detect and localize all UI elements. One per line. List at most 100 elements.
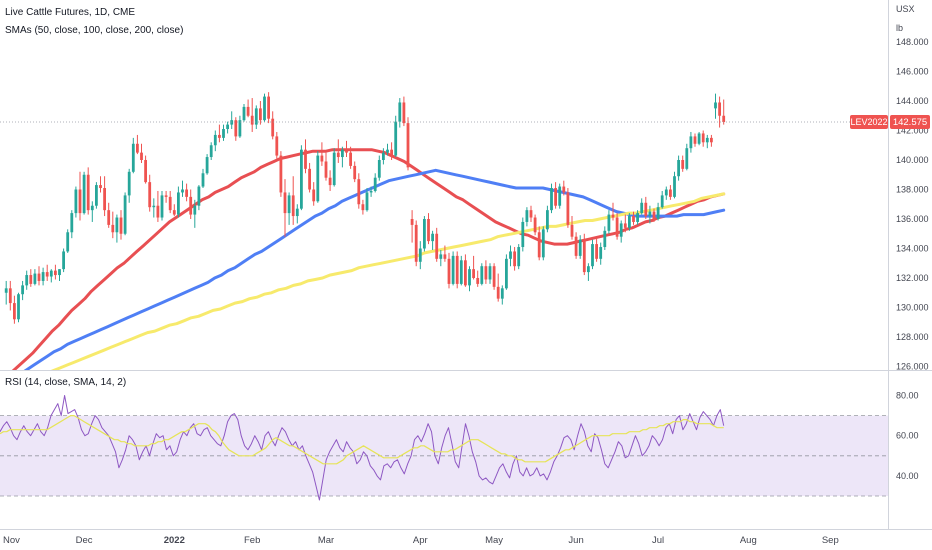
sma-50-line[interactable] [0, 148, 726, 393]
candle[interactable] [164, 190, 168, 203]
candle[interactable] [623, 214, 627, 233]
candle[interactable] [287, 192, 291, 225]
candle[interactable] [123, 192, 127, 236]
candle[interactable] [33, 269, 37, 286]
candle[interactable] [86, 167, 90, 215]
candle[interactable] [148, 174, 152, 212]
candle[interactable] [209, 142, 213, 160]
candle[interactable] [111, 211, 115, 239]
candle[interactable] [324, 152, 328, 181]
candle[interactable] [533, 214, 537, 236]
candle[interactable] [131, 137, 135, 174]
candle[interactable] [570, 216, 574, 240]
candle[interactable] [488, 263, 492, 284]
candle[interactable] [550, 183, 553, 214]
candle[interactable] [304, 139, 307, 174]
candle[interactable] [677, 155, 680, 181]
candle[interactable] [345, 140, 348, 158]
sma-legend[interactable]: SMAs (50, close, 100, close, 200, close) [5, 25, 184, 36]
candle[interactable] [103, 176, 106, 217]
rsi-line[interactable] [0, 395, 725, 501]
candle[interactable] [242, 103, 246, 122]
candle[interactable] [168, 190, 172, 214]
candle[interactable] [541, 226, 545, 261]
candle[interactable] [283, 179, 287, 237]
candle[interactable] [328, 170, 332, 191]
candle[interactable] [689, 131, 693, 153]
candle[interactable] [406, 117, 410, 171]
candle[interactable] [427, 213, 430, 245]
candle[interactable] [529, 205, 533, 222]
candle[interactable] [632, 211, 635, 225]
candle[interactable] [480, 263, 484, 286]
candle[interactable] [78, 171, 82, 221]
candle[interactable] [160, 190, 164, 221]
candle[interactable] [562, 180, 566, 196]
candle[interactable] [205, 154, 209, 175]
candle[interactable] [455, 251, 459, 289]
candle[interactable] [619, 220, 623, 243]
candle[interactable] [357, 173, 361, 209]
candle[interactable] [37, 266, 41, 286]
candle[interactable] [320, 142, 324, 166]
candle[interactable] [578, 235, 582, 259]
candle[interactable] [554, 182, 557, 209]
candle[interactable] [509, 245, 512, 267]
candle[interactable] [230, 111, 234, 130]
candle[interactable] [119, 210, 123, 240]
candle[interactable] [361, 199, 365, 215]
candle[interactable] [308, 162, 311, 193]
candle[interactable] [537, 226, 541, 261]
candle[interactable] [722, 99, 726, 125]
candle[interactable] [431, 230, 434, 250]
candle[interactable] [172, 204, 176, 217]
candle[interactable] [681, 155, 685, 172]
candle[interactable] [70, 210, 74, 239]
candle[interactable] [107, 202, 111, 228]
candle[interactable] [615, 213, 619, 240]
candle[interactable] [418, 241, 422, 270]
candle[interactable] [295, 204, 299, 224]
candle[interactable] [500, 285, 504, 305]
candle[interactable] [58, 269, 61, 281]
candle[interactable] [451, 251, 455, 286]
candle[interactable] [673, 171, 676, 199]
candle[interactable] [701, 130, 705, 147]
candle[interactable] [718, 96, 721, 128]
candle[interactable] [115, 214, 119, 243]
candle[interactable] [558, 183, 562, 209]
candle[interactable] [390, 142, 393, 160]
candle[interactable] [49, 269, 53, 283]
candle[interactable] [607, 210, 611, 234]
candle[interactable] [603, 226, 607, 250]
sma-100-line[interactable] [0, 168, 726, 396]
candle[interactable] [62, 248, 65, 273]
candle[interactable] [95, 182, 98, 209]
candle[interactable] [492, 263, 496, 290]
candle[interactable] [476, 270, 480, 287]
candle[interactable] [275, 131, 279, 159]
candle[interactable] [213, 130, 217, 152]
candle[interactable] [349, 146, 352, 169]
rsi-legend[interactable]: RSI (14, close, SMA, 14, 2) [5, 377, 127, 388]
candle[interactable] [377, 155, 381, 181]
candle[interactable] [316, 151, 320, 203]
candle[interactable] [246, 99, 250, 118]
candle[interactable] [628, 213, 631, 231]
candle[interactable] [648, 205, 652, 224]
candle[interactable] [332, 148, 336, 187]
candle[interactable] [656, 202, 660, 221]
candle[interactable] [353, 161, 357, 183]
candle[interactable] [660, 190, 664, 209]
candle[interactable] [336, 139, 340, 163]
candle[interactable] [250, 98, 254, 132]
candle[interactable] [144, 155, 147, 184]
candle[interactable] [582, 233, 586, 276]
candle[interactable] [127, 168, 131, 203]
candle[interactable] [99, 176, 102, 193]
candle[interactable] [697, 131, 701, 146]
candle[interactable] [25, 270, 29, 290]
candle[interactable] [201, 168, 205, 189]
candle[interactable] [13, 295, 16, 324]
